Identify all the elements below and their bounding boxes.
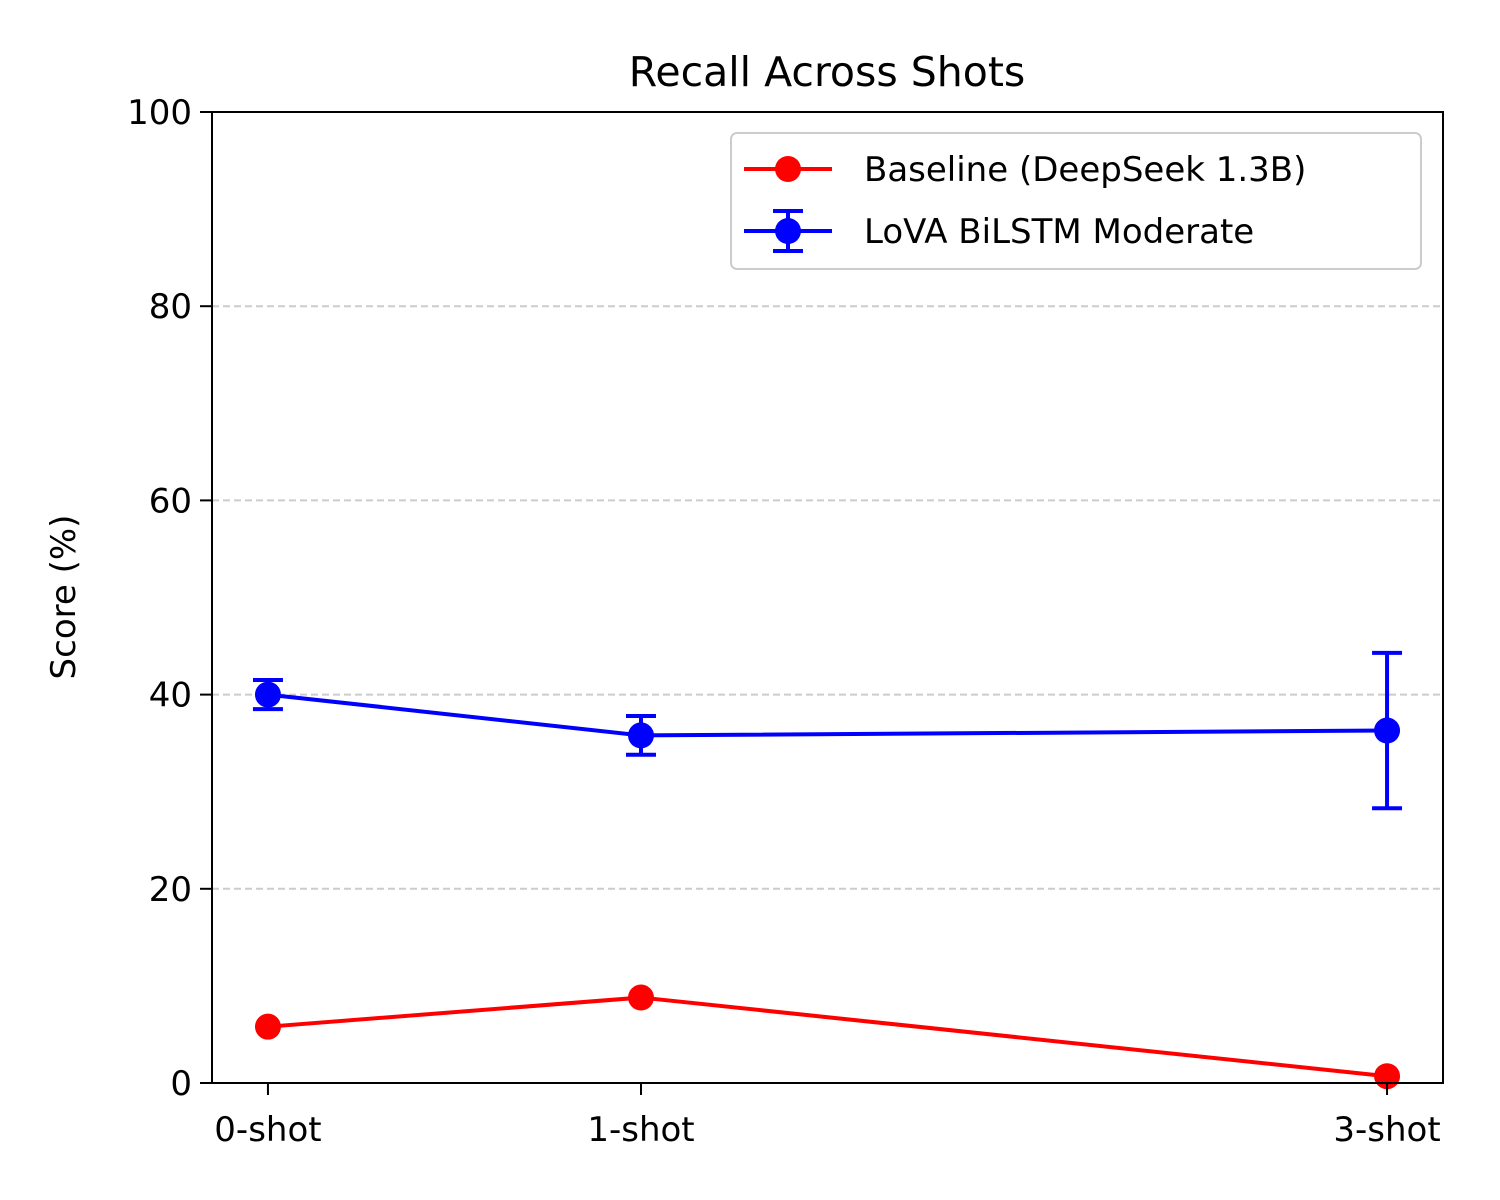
y-tick-label-100: 100 xyxy=(127,93,192,133)
grid-lines xyxy=(212,305,1443,890)
y-axis-label: Score (%) xyxy=(44,515,84,680)
x-tick-label-0-shot: 0-shot xyxy=(214,1110,321,1150)
legend-marker xyxy=(775,218,801,244)
data-point-2-0-shot xyxy=(254,681,281,708)
axis-ticks: 0 20 40 60 80 100 0-shot 1-shot 3-shot xyxy=(127,93,1441,1150)
y-tick-label-80: 80 xyxy=(149,287,192,327)
x-tick-label-1-shot: 1-shot xyxy=(587,1110,694,1150)
legend-entry-1: Baseline (DeepSeek 1.3B) xyxy=(744,150,1306,190)
x-tick-label-3-shot: 3-shot xyxy=(1333,1110,1440,1150)
legend-label-1: Baseline (DeepSeek 1.3B) xyxy=(864,150,1306,190)
legend-marker xyxy=(775,156,801,182)
y-tick-label-40: 40 xyxy=(149,676,192,716)
y-tick-label-0: 0 xyxy=(170,1064,192,1104)
data-point-2-3-shot xyxy=(1374,717,1401,744)
plot-frame xyxy=(211,111,1444,1084)
series-2 xyxy=(252,650,1403,811)
legend-entry-2: LoVA BiLSTM Moderate xyxy=(744,209,1254,253)
y-tick-label-20: 20 xyxy=(149,870,192,910)
chart-title: Recall Across Shots xyxy=(629,48,1026,96)
data-point-1-1-shot xyxy=(627,984,654,1011)
legend-box xyxy=(730,132,1422,270)
data-point-2-1-shot xyxy=(627,722,654,749)
y-tick-label-60: 60 xyxy=(149,481,192,521)
data-point-1-0-shot xyxy=(254,1013,281,1040)
legend: Baseline (DeepSeek 1.3B) LoVA BiLSTM Mode… xyxy=(730,132,1422,270)
legend-label-2: LoVA BiLSTM Moderate xyxy=(864,212,1254,252)
